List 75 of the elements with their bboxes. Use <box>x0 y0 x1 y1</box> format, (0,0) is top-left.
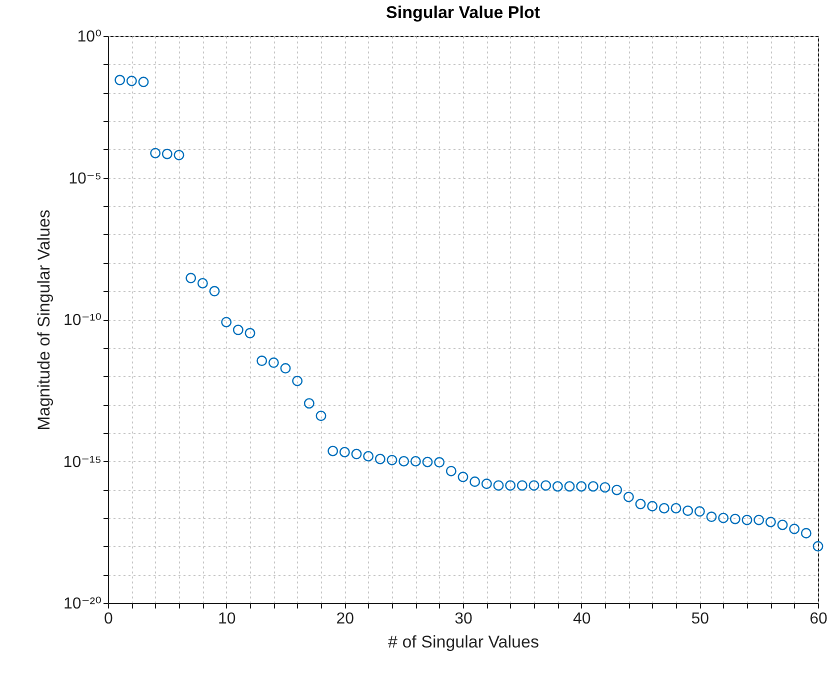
point <box>162 148 172 160</box>
point <box>600 482 610 493</box>
x-axis-title: # of Singular Values <box>388 632 539 652</box>
point <box>481 478 492 490</box>
point <box>114 74 126 86</box>
point <box>446 466 456 476</box>
x-tick-label: 20 <box>336 610 354 628</box>
point <box>730 514 740 524</box>
point <box>138 76 149 88</box>
point <box>789 524 800 534</box>
point <box>800 528 812 538</box>
point <box>197 278 208 288</box>
point <box>292 376 303 386</box>
x-tick-label: 0 <box>104 610 114 628</box>
point <box>765 516 776 528</box>
point <box>706 512 717 522</box>
point <box>516 480 528 491</box>
point <box>718 512 729 524</box>
y-tick-label: 10⁻²⁰ <box>64 596 102 612</box>
point <box>576 481 587 492</box>
point <box>754 514 764 526</box>
point <box>244 328 256 338</box>
point <box>386 454 398 466</box>
point <box>528 480 540 491</box>
x-tick-label: 60 <box>810 610 828 628</box>
point <box>410 456 421 466</box>
point <box>434 457 445 468</box>
point <box>363 451 374 462</box>
point <box>812 541 824 552</box>
x-tick-label: 10 <box>218 610 236 628</box>
point <box>658 502 670 514</box>
point <box>174 150 184 160</box>
point <box>623 492 634 502</box>
point <box>635 498 646 510</box>
point <box>186 272 196 284</box>
point <box>458 472 468 482</box>
point <box>694 506 705 517</box>
point <box>564 481 575 492</box>
point <box>742 514 752 526</box>
point <box>398 456 410 466</box>
point <box>232 324 244 336</box>
point <box>339 446 350 458</box>
point <box>150 148 161 158</box>
point <box>670 502 682 514</box>
y-tick-label: 10⁰ <box>77 28 102 46</box>
point <box>777 520 788 530</box>
point <box>612 484 622 496</box>
x-tick-label: 50 <box>691 610 710 628</box>
point <box>505 480 516 491</box>
point <box>422 456 433 468</box>
point <box>256 356 268 366</box>
point <box>328 446 338 456</box>
y-tick-label: 10⁻⁵ <box>68 170 102 188</box>
point <box>304 398 314 409</box>
y-tick-label: 10⁻¹⁵ <box>63 454 102 471</box>
point <box>126 76 137 86</box>
point <box>647 500 658 512</box>
point <box>374 454 386 464</box>
point <box>540 480 552 491</box>
point <box>209 286 220 296</box>
point <box>552 481 563 492</box>
point <box>316 410 326 422</box>
point <box>221 316 232 328</box>
point <box>351 448 362 460</box>
point <box>268 357 279 368</box>
point <box>470 476 480 487</box>
y-tick-label: 10⁻¹⁰ <box>64 312 102 329</box>
point <box>280 363 291 374</box>
point <box>493 480 504 491</box>
point <box>682 505 694 516</box>
y-axis-title: Magnitude of Singular Values <box>34 210 54 430</box>
chart-title: Singular Value Plot <box>386 3 540 22</box>
x-tick-label: 30 <box>454 610 472 628</box>
x-tick-label: 40 <box>572 610 591 628</box>
point <box>588 481 598 492</box>
